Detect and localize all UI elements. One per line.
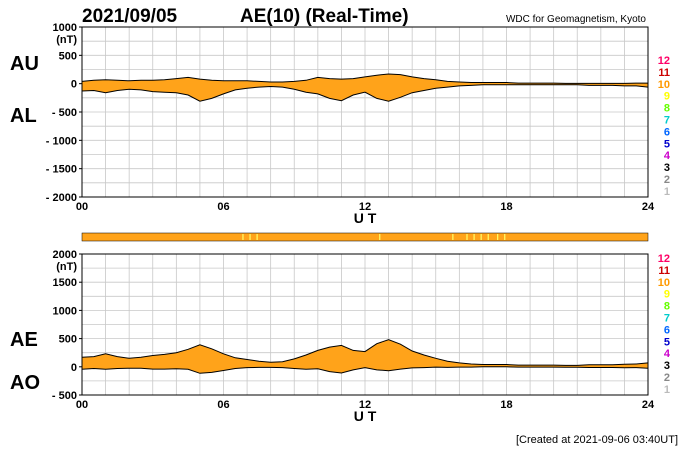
station-count-label: 2 <box>664 174 670 186</box>
index-label-lower: AL <box>10 105 37 127</box>
y-tick-label: 1500 <box>53 277 77 289</box>
station-bar-tick <box>256 234 258 240</box>
station-bar-tick <box>379 234 381 240</box>
y-tick-label: 500 <box>59 334 77 346</box>
y-tick-label: 0 <box>71 362 77 374</box>
plot-frame <box>81 253 649 396</box>
x-tick-label: 12 <box>359 399 371 411</box>
station-bar-tick <box>473 234 475 240</box>
series-line-ae <box>81 339 649 366</box>
source-label: WDC for Geomagnetism, Kyoto <box>506 14 646 25</box>
y-tick-label: - 1500 <box>46 164 77 176</box>
index-title: AE(10) (Real-Time) <box>240 6 409 27</box>
station-bar-tick <box>466 234 468 240</box>
series-line-ao <box>81 366 649 374</box>
x-axis-label: U T <box>354 408 377 424</box>
x-tick-label: 00 <box>76 201 88 213</box>
x-tick-label: 12 <box>359 201 371 213</box>
y-tick-label: - 500 <box>52 107 77 119</box>
station-count-label: 4 <box>664 348 671 360</box>
station-bar-tick <box>242 234 244 240</box>
station-count-label: 10 <box>658 79 670 91</box>
station-bar-tick <box>504 234 506 240</box>
index-label-lower: AO <box>10 372 40 394</box>
station-count-label: 8 <box>664 301 670 313</box>
y-tick-label: 0 <box>71 79 77 91</box>
index-label-upper: AE <box>10 329 38 351</box>
station-bar-tick <box>249 234 251 240</box>
y-tick-label: - 2000 <box>46 192 77 204</box>
station-count-label: 8 <box>664 103 670 115</box>
x-tick-label: 24 <box>642 399 655 411</box>
station-count-label: 3 <box>664 360 670 372</box>
station-bar-tick <box>497 234 499 240</box>
x-tick-label: 00 <box>76 399 88 411</box>
station-count-label: 9 <box>664 91 670 103</box>
y-tick-label: 2000 <box>53 249 77 261</box>
station-bar-tick <box>487 234 489 240</box>
station-count-label: 7 <box>664 115 670 127</box>
series-line-au <box>81 73 648 84</box>
y-tick-label: 1000 <box>53 305 77 317</box>
series-line-al <box>81 84 649 102</box>
y-tick-label: - 500 <box>52 390 77 402</box>
x-tick-label: 24 <box>642 201 655 213</box>
y-tick-label: - 1000 <box>46 135 77 147</box>
station-count-label: 11 <box>658 67 670 79</box>
station-count-label: 12 <box>658 253 670 265</box>
station-count-label: 12 <box>658 55 670 67</box>
ae-ao-panel: 2000 1500 1000 500 0 - 500 (nT) 00 06 12 18 24 U T AE… <box>10 249 655 424</box>
station-count-label: 5 <box>664 138 670 150</box>
station-count-label: 11 <box>658 265 670 277</box>
station-count-bar <box>81 232 649 242</box>
station-count-label: 9 <box>664 289 670 301</box>
station-count-label: 6 <box>664 324 670 336</box>
x-tick-label: 06 <box>217 201 229 213</box>
station-count-label: 10 <box>658 277 670 289</box>
y-unit-label: (nT) <box>56 34 77 46</box>
station-bar-tick <box>480 234 482 240</box>
index-label-upper: AU <box>10 53 39 75</box>
station-count-label: 1 <box>664 384 670 396</box>
station-count-label: 7 <box>664 313 670 325</box>
station-count-bar-ticks <box>242 234 506 240</box>
station-bar-tick <box>452 234 454 240</box>
station-count-label: 5 <box>664 336 670 348</box>
y-unit-label: (nT) <box>56 261 77 273</box>
station-count-label: 6 <box>664 126 670 138</box>
created-timestamp: [Created at 2021-09-06 03:40UT] <box>516 434 678 446</box>
station-count-label: 4 <box>664 150 671 162</box>
x-tick-label: 18 <box>500 201 512 213</box>
y-tick-label: 500 <box>59 50 77 62</box>
station-count-label: 2 <box>664 372 670 384</box>
au-al-panel: 1000 500 0 - 500 - 1000 - 1500 - 2000 (nT) 00 06 1… <box>10 22 655 226</box>
y-tick-label: 1000 <box>53 22 77 34</box>
x-axis-label: U T <box>354 210 377 226</box>
x-tick-label: 18 <box>500 399 512 411</box>
station-count-label: 3 <box>664 162 670 174</box>
x-tick-label: 06 <box>217 399 229 411</box>
date-title: 2021/09/05 <box>82 6 178 27</box>
station-count-label: 1 <box>664 186 670 198</box>
